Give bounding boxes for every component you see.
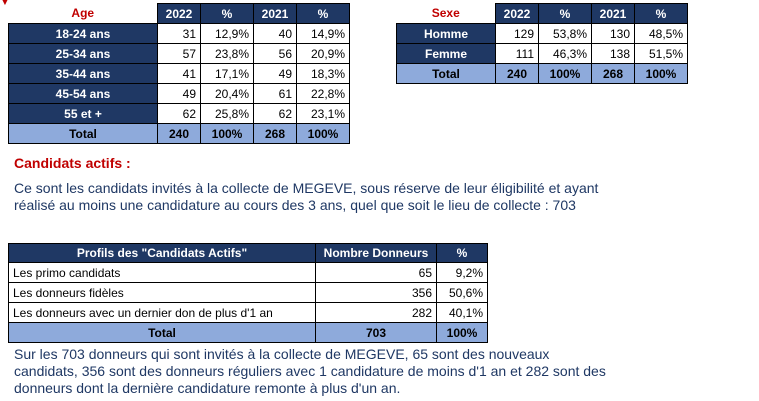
row-label: Les donneurs avec un dernier don de plus…	[8, 302, 316, 323]
table-cell: 23,8%	[200, 43, 254, 64]
summary-paragraph: Sur les 703 donneurs qui sont invités à …	[14, 346, 606, 396]
table-cell: 65	[315, 262, 437, 283]
table-cell: 62	[157, 103, 201, 124]
total-row: Total 240 100% 268 100%	[8, 123, 350, 144]
row-label: 18-24 ans	[8, 23, 158, 44]
sexe-col-2021: 2021	[591, 3, 635, 24]
row-label: Femme	[396, 43, 496, 64]
table-cell: 62	[253, 103, 297, 124]
table-cell: 20,9%	[296, 43, 350, 64]
total-label: Total	[8, 322, 316, 343]
profils-table: Profils des "Candidats Actifs" Nombre Do…	[8, 243, 488, 343]
total-row: Total 703 100%	[8, 322, 488, 343]
table-cell: 57	[157, 43, 201, 64]
table-cell: 51,5%	[634, 43, 688, 64]
table-cell: 49	[253, 63, 297, 84]
description-paragraph: Ce sont les candidats invités à la colle…	[14, 180, 599, 213]
table-row: Les primo candidats 65 9,2%	[8, 262, 488, 283]
table-cell: 46,3%	[538, 43, 592, 64]
table-cell: 18,3%	[296, 63, 350, 84]
table-row: Femme 111 46,3% 138 51,5%	[396, 43, 688, 64]
table-cell: 282	[315, 302, 437, 323]
age-col-pct-2022: %	[200, 3, 254, 24]
table-cell: 111	[495, 43, 539, 64]
total-cell: 100%	[436, 322, 488, 343]
red-mark-icon: ▼	[0, 0, 10, 8]
total-cell: 240	[157, 123, 201, 144]
age-col-2022: 2022	[157, 3, 201, 24]
sexe-col-pct-2021: %	[634, 3, 688, 24]
table-cell: 61	[253, 83, 297, 104]
sexe-table: Sexe 2022 % 2021 % Homme 129 53,8% 130 4…	[396, 3, 688, 84]
total-cell: 268	[591, 63, 635, 84]
age-col-2021: 2021	[253, 3, 297, 24]
table-cell: 40,1%	[436, 302, 488, 323]
total-label: Total	[8, 123, 158, 144]
table-cell: 22,8%	[296, 83, 350, 104]
table-cell: 129	[495, 23, 539, 44]
section-title: Candidats actifs :	[14, 155, 131, 171]
profils-col-label: Profils des "Candidats Actifs"	[8, 243, 316, 263]
table-cell: 9,2%	[436, 262, 488, 283]
row-label: Homme	[396, 23, 496, 44]
table-row: Les donneurs avec un dernier don de plus…	[8, 302, 488, 323]
row-label: Les primo candidats	[8, 262, 316, 283]
total-cell: 703	[315, 322, 437, 343]
profils-col-count: Nombre Donneurs	[315, 243, 437, 263]
table-row: 45-54 ans 49 20,4% 61 22,8%	[8, 83, 350, 104]
table-cell: 40	[253, 23, 297, 44]
table-cell: 356	[315, 282, 437, 303]
table-cell: 53,8%	[538, 23, 592, 44]
total-cell: 100%	[200, 123, 254, 144]
total-row: Total 240 100% 268 100%	[396, 63, 688, 84]
sexe-header: Sexe	[396, 3, 496, 24]
row-label: 35-44 ans	[8, 63, 158, 84]
profils-col-pct: %	[436, 243, 488, 263]
table-row: 55 et + 62 25,8% 62 23,1%	[8, 103, 350, 124]
total-cell: 100%	[538, 63, 592, 84]
age-header: Age	[8, 3, 158, 24]
table-cell: 50,6%	[436, 282, 488, 303]
table-cell: 17,1%	[200, 63, 254, 84]
table-cell: 56	[253, 43, 297, 64]
table-cell: 23,1%	[296, 103, 350, 124]
total-cell: 268	[253, 123, 297, 144]
row-label: 55 et +	[8, 103, 158, 124]
table-row: 35-44 ans 41 17,1% 49 18,3%	[8, 63, 350, 84]
table-row: Homme 129 53,8% 130 48,5%	[396, 23, 688, 44]
table-cell: 20,4%	[200, 83, 254, 104]
age-table: Age 2022 % 2021 % 18-24 ans 31 12,9% 40 …	[8, 3, 350, 144]
total-cell: 100%	[296, 123, 350, 144]
total-cell: 100%	[634, 63, 688, 84]
table-row: 25-34 ans 57 23,8% 56 20,9%	[8, 43, 350, 64]
table-cell: 14,9%	[296, 23, 350, 44]
age-col-pct-2021: %	[296, 3, 350, 24]
table-cell: 130	[591, 23, 635, 44]
table-cell: 41	[157, 63, 201, 84]
sexe-col-pct-2022: %	[538, 3, 592, 24]
table-cell: 31	[157, 23, 201, 44]
table-cell: 49	[157, 83, 201, 104]
table-cell: 138	[591, 43, 635, 64]
total-cell: 240	[495, 63, 539, 84]
table-cell: 48,5%	[634, 23, 688, 44]
table-cell: 25,8%	[200, 103, 254, 124]
row-label: Les donneurs fidèles	[8, 282, 316, 303]
sexe-col-2022: 2022	[495, 3, 539, 24]
row-label: 45-54 ans	[8, 83, 158, 104]
table-row: Les donneurs fidèles 356 50,6%	[8, 282, 488, 303]
table-cell: 12,9%	[200, 23, 254, 44]
table-row: 18-24 ans 31 12,9% 40 14,9%	[8, 23, 350, 44]
row-label: 25-34 ans	[8, 43, 158, 64]
total-label: Total	[396, 63, 496, 84]
